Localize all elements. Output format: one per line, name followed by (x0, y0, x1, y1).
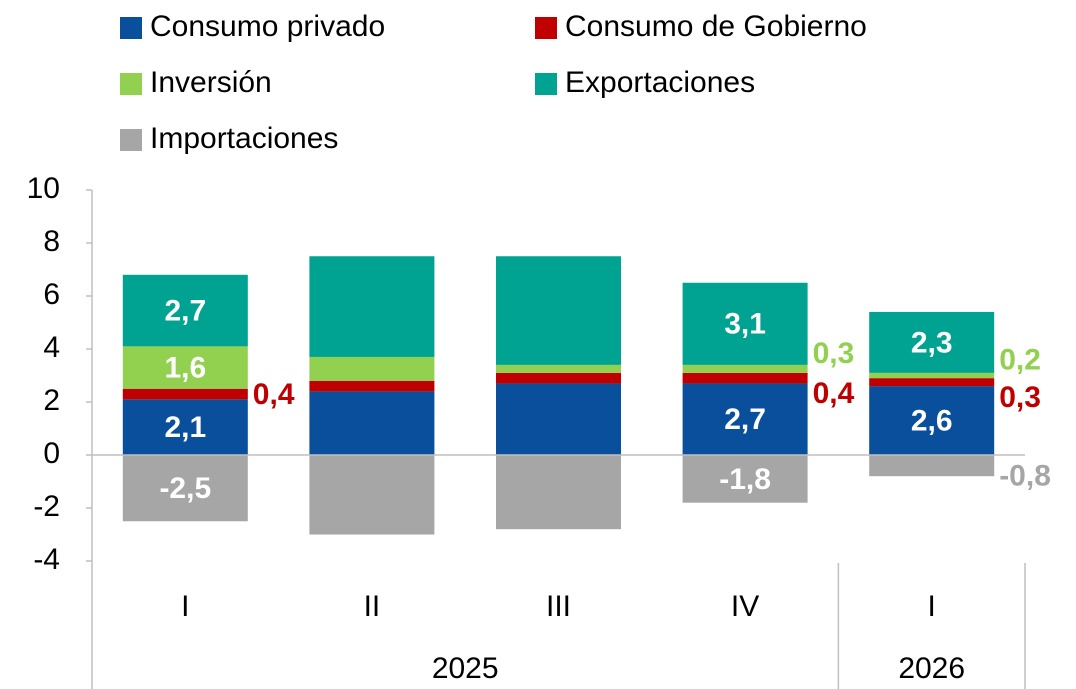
legend-swatch (535, 17, 557, 39)
data-label: 0,4 (253, 378, 295, 411)
y-tick-label: -2 (33, 490, 60, 523)
y-tick-label: 10 (27, 172, 60, 205)
data-label: -0,8 (999, 460, 1051, 493)
bar-segment (309, 380, 435, 392)
data-label: 0,3 (813, 337, 855, 370)
x-group-label: 2026 (898, 652, 965, 685)
data-label: 0,2 (999, 343, 1041, 376)
bar-segment (122, 455, 248, 522)
y-tick-label: 0 (43, 437, 60, 470)
data-label: 0,4 (813, 377, 855, 410)
data-label: -2,5 (159, 472, 211, 505)
data-label: -1,8 (719, 463, 771, 496)
bar-segment (496, 383, 621, 455)
y-tick-label: -4 (33, 543, 60, 576)
x-tick-label: II (364, 590, 381, 623)
bar-segment (122, 388, 248, 400)
data-label: 2,6 (911, 404, 953, 437)
bar-segment (496, 455, 621, 530)
bar-segment (122, 274, 248, 347)
bar-segment (869, 311, 995, 373)
legend-label: Exportaciones (565, 66, 755, 99)
legend-swatch (120, 17, 142, 39)
bar-segment (309, 256, 435, 357)
bar-segment (496, 364, 621, 373)
x-tick-label: I (181, 590, 189, 623)
bar-segment (682, 383, 808, 455)
bar-segment (869, 386, 995, 455)
legend-swatch (120, 73, 142, 95)
bar-segment (682, 455, 808, 503)
bar-segment (869, 372, 995, 379)
legend-label: Consumo de Gobierno (565, 10, 867, 43)
bar-segment (869, 378, 995, 387)
bar-segment (122, 346, 248, 389)
data-label: 2,7 (164, 294, 206, 327)
y-tick-label: 2 (43, 384, 60, 417)
bar-segment (309, 391, 435, 455)
y-tick-label: 8 (43, 225, 60, 258)
x-group-label: 2025 (432, 652, 499, 685)
x-tick-label: IV (731, 590, 759, 623)
bar-segment (869, 455, 995, 477)
x-tick-label: I (928, 590, 936, 623)
bar-segment (496, 372, 621, 384)
bar-segment (122, 399, 248, 455)
x-tick-label: III (546, 590, 571, 623)
data-label: 2,1 (164, 411, 206, 444)
y-tick-label: 4 (43, 331, 60, 364)
bar-segment (496, 256, 621, 365)
data-label: 1,6 (164, 351, 206, 384)
bar-segment (309, 356, 435, 381)
legend-label: Consumo privado (150, 10, 385, 43)
bar-segment (309, 455, 435, 535)
y-tick-label: 6 (43, 278, 60, 311)
data-label: 2,7 (724, 403, 766, 436)
bar-segment (682, 364, 808, 373)
bar-segment (682, 282, 808, 365)
legend-swatch (535, 73, 557, 95)
legend-swatch (120, 129, 142, 151)
data-label: 2,3 (911, 326, 953, 359)
legend-label: Importaciones (150, 122, 338, 155)
data-label: 0,3 (999, 381, 1041, 414)
data-label: 3,1 (724, 308, 766, 341)
legend-label: Inversión (150, 66, 272, 99)
bar-segment (682, 372, 808, 384)
